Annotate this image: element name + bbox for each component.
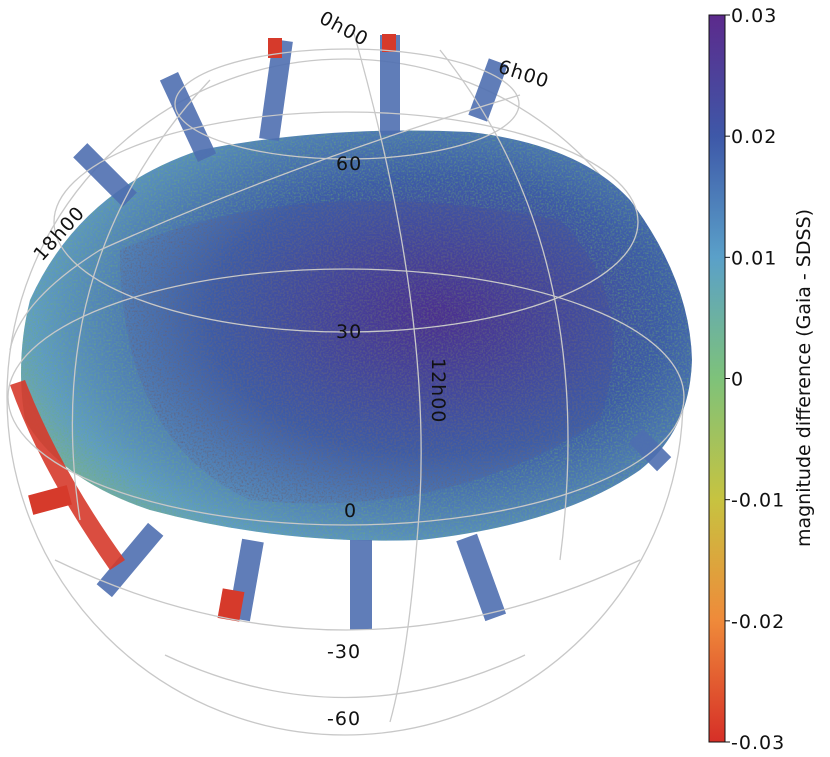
- red-stripe-3: [10, 380, 125, 570]
- stripe-4: [159, 71, 217, 163]
- dec-line-30: [53, 111, 639, 333]
- stripe-2: [380, 35, 400, 135]
- red-stripe-5: [217, 588, 245, 622]
- red-edge-stripes: [10, 34, 396, 622]
- colorbar-title: magnitude difference (Gaia - SDSS): [793, 209, 815, 547]
- dec-label-minus-30: -30: [327, 641, 361, 663]
- colorbar-tick-label-3: 0: [731, 369, 744, 391]
- colorbar-ticks: 0.03 0.02 0.01 0 -0.01 -0.02 -0.03: [725, 5, 785, 754]
- colorbar-tick-label-0: 0.03: [731, 5, 777, 27]
- stripe-8: [456, 533, 507, 622]
- dec-label-0: 0: [344, 500, 357, 522]
- ra-label-6h: 6h00: [495, 56, 552, 93]
- stripe-10: [628, 428, 672, 472]
- survey-footprint: [10, 34, 692, 630]
- ra-meridian-0-12: [352, 29, 422, 723]
- dec-line-0: [7, 268, 685, 526]
- red-stripe-2: [382, 34, 396, 52]
- ra-meridian-6-18: [9, 94, 521, 351]
- dec-label-30: 30: [336, 321, 362, 343]
- colorbar-tick-label-5: -0.02: [731, 611, 785, 633]
- colorbar-scale: [708, 14, 726, 743]
- stripe-7: [350, 540, 372, 630]
- colorbar-tick-label-1: 0.02: [731, 126, 777, 148]
- graticule: [7, 29, 685, 723]
- ra-meridian-21-9: [71, 79, 211, 521]
- colorbar: 0.03 0.02 0.01 0 -0.01 -0.02 -0.03 magnitude d…: [708, 5, 815, 754]
- dec-labels: 60 30 0 -30 -60: [327, 153, 362, 730]
- dec-label-60: 60: [336, 153, 362, 175]
- stripe-9: [96, 522, 164, 598]
- dec-line-60: [174, 48, 520, 160]
- dec-label-minus-60: -60: [327, 708, 361, 730]
- ra-label-12h: 12h00: [427, 358, 449, 423]
- colorbar-tick-label-6: -0.03: [731, 732, 785, 754]
- footprint-purple-speckle: [120, 200, 614, 504]
- dec-line-minus-30: [54, 559, 641, 631]
- stripe-3: [468, 58, 508, 122]
- colorbar-tick-label-2: 0.01: [731, 247, 777, 269]
- dec-line-minus-60: [164, 654, 526, 699]
- stripe-5: [73, 143, 137, 207]
- colorbar-tick-label-4: -0.01: [731, 490, 785, 512]
- ra-meridian-3-15: [439, 49, 569, 561]
- red-stripe-4: [28, 485, 72, 515]
- ra-label-0h: 0h00: [316, 7, 373, 51]
